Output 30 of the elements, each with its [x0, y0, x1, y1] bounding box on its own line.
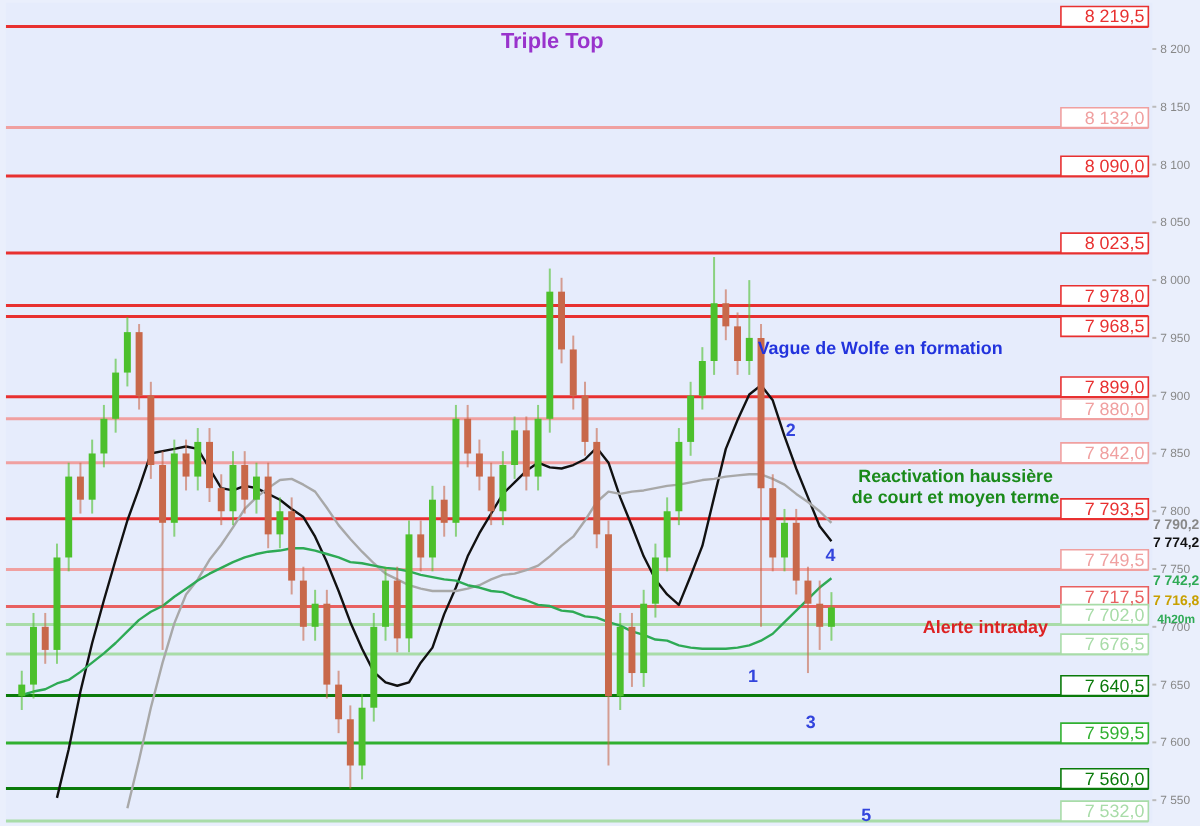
line-series [55, 384, 833, 800]
annotation: Triple Top [501, 30, 605, 55]
ref-line-label: 8 132,0 [1084, 107, 1145, 128]
ref-line-label: 7 978,0 [1084, 285, 1145, 306]
ref-line-label: 7 599,5 [1084, 722, 1145, 743]
ref-line-label: 7 899,0 [1084, 376, 1145, 397]
annotation: 4 [825, 545, 836, 566]
ref-line-label: 7 968,5 [1084, 316, 1145, 337]
annotation: 1 [748, 666, 758, 687]
annotation: 5 [861, 805, 872, 826]
ref-line-label: 7 532,0 [1084, 801, 1145, 821]
ref-line-label: 7 842,0 [1084, 442, 1145, 463]
ref-line-label: 7 749,5 [1084, 549, 1145, 570]
ref-line-label: 7 717,5 [1084, 586, 1145, 607]
annotation: 3 [805, 711, 816, 732]
ref-line-label: 7 880,0 [1084, 398, 1145, 419]
ref-line-label: 8 090,0 [1084, 156, 1145, 177]
annotation: Alerte intraday [922, 616, 1049, 637]
ref-line-label: 8 219,5 [1084, 6, 1145, 27]
ref-line-label: 7 793,5 [1084, 498, 1145, 519]
annotation: Reactivation haussière [858, 465, 1054, 486]
annotation: de court et moyen terme [851, 487, 1060, 508]
ref-line-label: 8 023,5 [1084, 232, 1145, 253]
ref-line-label: 7 640,5 [1084, 675, 1145, 696]
annotation: 2 [785, 419, 796, 440]
ref-line-label: 7 560,0 [1084, 768, 1145, 789]
ref-line-label: 7 702,0 [1084, 604, 1145, 625]
line-series [20, 547, 833, 697]
line-series [126, 473, 833, 810]
ref-line-label: 7 676,5 [1084, 634, 1145, 654]
